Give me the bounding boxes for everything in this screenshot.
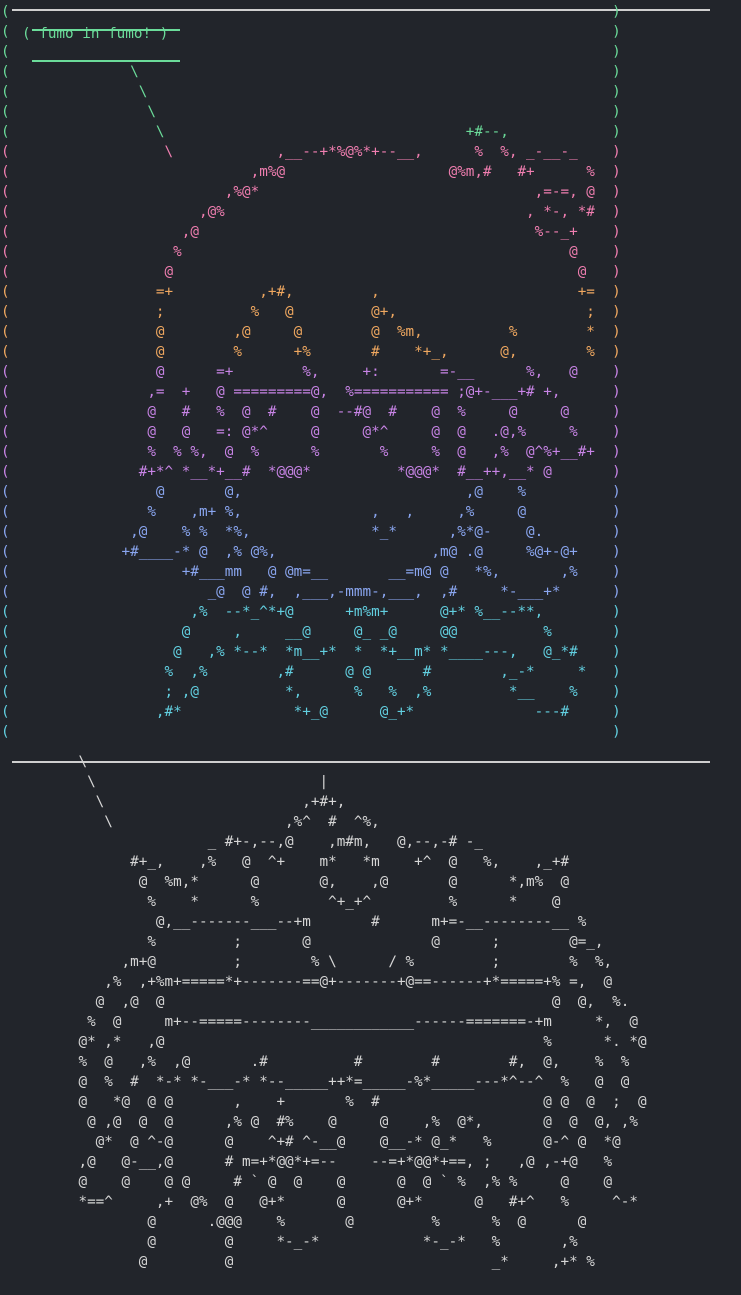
art-line: ( =+ ,+#, , += ) xyxy=(1,284,621,300)
art-line: % ; @ @ ; @=_, xyxy=(147,934,604,950)
art-line: ( % @ ) xyxy=(1,244,621,260)
art-line: ( @ ,@ @ @ %m, % * ) xyxy=(1,324,621,340)
art-line: @ ,@ @ @ ,% @ #% @ @ ,% @*, @ @ @, ,% xyxy=(87,1114,638,1130)
art-line: ( ,@% , *-, *# ) xyxy=(1,204,621,220)
art-line: ( \ +#--, ) xyxy=(1,124,621,140)
art-line: ( ) xyxy=(1,24,621,40)
art-line: ,m+@ ; % \ / % ; % %, xyxy=(121,954,613,970)
frame-bottom-border xyxy=(12,761,710,763)
art-line: ( \ ,__--+*%@%*+--__, % %, _-__-_ ) xyxy=(1,144,621,160)
art-line: @,__-------___--+m # m+=-__--------__ % xyxy=(155,914,587,930)
art-line: ( ,m%@ @%m,# #+ % ) xyxy=(1,164,621,180)
art-line: @ @ *-_-* *-_-* % ,% xyxy=(147,1234,578,1250)
art-line: *==^ ,+ @% @ @+* @ @+* @ #+^ % ^-* xyxy=(78,1194,638,1210)
art-line: ( ,#* *+_@ @_+* ---# ) xyxy=(1,704,621,720)
art-line: @ .@@@ % @ % % @ @ xyxy=(147,1214,587,1230)
art-line: % @ ,% ,@ .# # # #, @, % % xyxy=(78,1054,630,1070)
art-line: @ % # *-* *-___-* *--_____++*=_____-%*__… xyxy=(78,1074,630,1090)
art-line: ( @ ,% *--* *m__+* * *+__m* *____---, @_… xyxy=(1,644,621,660)
speech-bubble-bottom-border xyxy=(32,60,180,62)
art-line: @ @ @ @ # ` @ @ @ @ @ ` % ,% % @ @ xyxy=(78,1174,613,1190)
art-line: _ #+-,--,@ ,m#m, @,--,-# -_ xyxy=(207,834,484,850)
art-line: @ *@ @ @ , + % # @ @ @ ; @ xyxy=(78,1094,647,1110)
art-line: ( \ ) xyxy=(1,84,621,100)
art-line: ( ,% --*_^*+@ +m%m+ @+* %__--**, ) xyxy=(1,604,621,620)
art-line: ( @ # % @ # @ --#@ # @ % @ @ ) xyxy=(1,404,621,420)
fumo-ascii-art-colored: ( ) ( ) ( xyxy=(1,2,621,742)
art-line: ( @ =+ %, +: =-__ %, @ ) xyxy=(1,364,621,380)
art-line: ( ,= + @ =========@, %=========== ;@+-__… xyxy=(1,384,621,400)
art-line: ,@ @-__,@ # m=+*@@*+=-- --=+*@@*+==, ; ,… xyxy=(78,1154,613,1170)
art-line: ( @ @ ) xyxy=(1,264,621,280)
art-line: ( @ @, ,@ % ) xyxy=(1,484,621,500)
art-line: ( ) xyxy=(1,44,621,60)
art-line: ( _@ @ #, ,___,-mmm-,___, ,# *-___+* ) xyxy=(1,584,621,600)
art-line: ( +#____-* @ ,% @%, ,m@ .@ %@+-@+ ) xyxy=(1,544,621,560)
art-line: ( ; % @ @+, ; ) xyxy=(1,304,621,320)
art-line: #+_, ,% @ ^+ m* *m +^ @ %, ,_+# xyxy=(130,854,570,870)
art-line: \ | xyxy=(87,774,329,790)
art-line: ( ,@ %--_+ ) xyxy=(1,224,621,240)
art-line: \ xyxy=(78,754,88,770)
art-line: ( % ,% ,# @ @ # ,_-* * ) xyxy=(1,664,621,680)
art-line: @ ,@ @ @ @, %. xyxy=(95,994,630,1010)
art-line: ( \ ) xyxy=(1,104,621,120)
art-line: ( #+*^ *__*+__# *@@@* *@@@* #__++,__* @ … xyxy=(1,464,621,480)
art-line: ( @ % +% # *+_, @, % ) xyxy=(1,344,621,360)
art-line: ( % % %, @ % % % % @ ,% @^%+__#+ ) xyxy=(1,444,621,460)
speech-bubble-text: ( fumo in fumo! ) xyxy=(22,26,169,42)
art-line: % * % ^+_+^ % * @ xyxy=(147,894,561,910)
art-line: ,% ,+%m+=====*+-------==@+-------+@==---… xyxy=(104,974,613,990)
art-line: ( +#___mm @ @m=__ __=m@ @ *%, ,% ) xyxy=(1,564,621,580)
art-line: @ @ _* ,+* % xyxy=(1,1254,595,1270)
art-line: ( ; ,@ *, % % ,% *__ % ) xyxy=(1,684,621,700)
fumo-ascii-art-outer: \ \ | \ ,+#+, xyxy=(1,752,647,1272)
speech-bubble-top-border xyxy=(32,29,180,31)
art-line: ( \ ) xyxy=(1,64,621,80)
frame-top-border xyxy=(12,9,710,11)
art-line: \ ,+#+, xyxy=(95,794,346,810)
art-line: ( ) xyxy=(1,724,621,740)
art-line: ( @ @ =: @*^ @ @*^ @ @ .@,% % ) xyxy=(1,424,621,440)
art-line: @ %m,* @ @, ,@ @ *,m% @ xyxy=(138,874,570,890)
art-line: ( ,%@* ,=-=, @ ) xyxy=(1,184,621,200)
art-line: ( % ,m+ %, , , ,% @ ) xyxy=(1,504,621,520)
art-line: @* @ ^-@ @ ^+# ^-__@ @__-* @_* % @-^ @ *… xyxy=(95,1134,621,1150)
art-line: ( ) xyxy=(1,4,621,20)
art-line: \ ,%^ # ^%, xyxy=(104,814,380,830)
art-line: % @ m+--=====--------____________------=… xyxy=(87,1014,638,1030)
art-line: ( ,@ % % *%, *_* ,%*@- @. ) xyxy=(1,524,621,540)
art-line: ( @ , __@ @_ _@ @@ % ) xyxy=(1,624,621,640)
art-line: @* ,* ,@ % *. *@ xyxy=(78,1034,647,1050)
